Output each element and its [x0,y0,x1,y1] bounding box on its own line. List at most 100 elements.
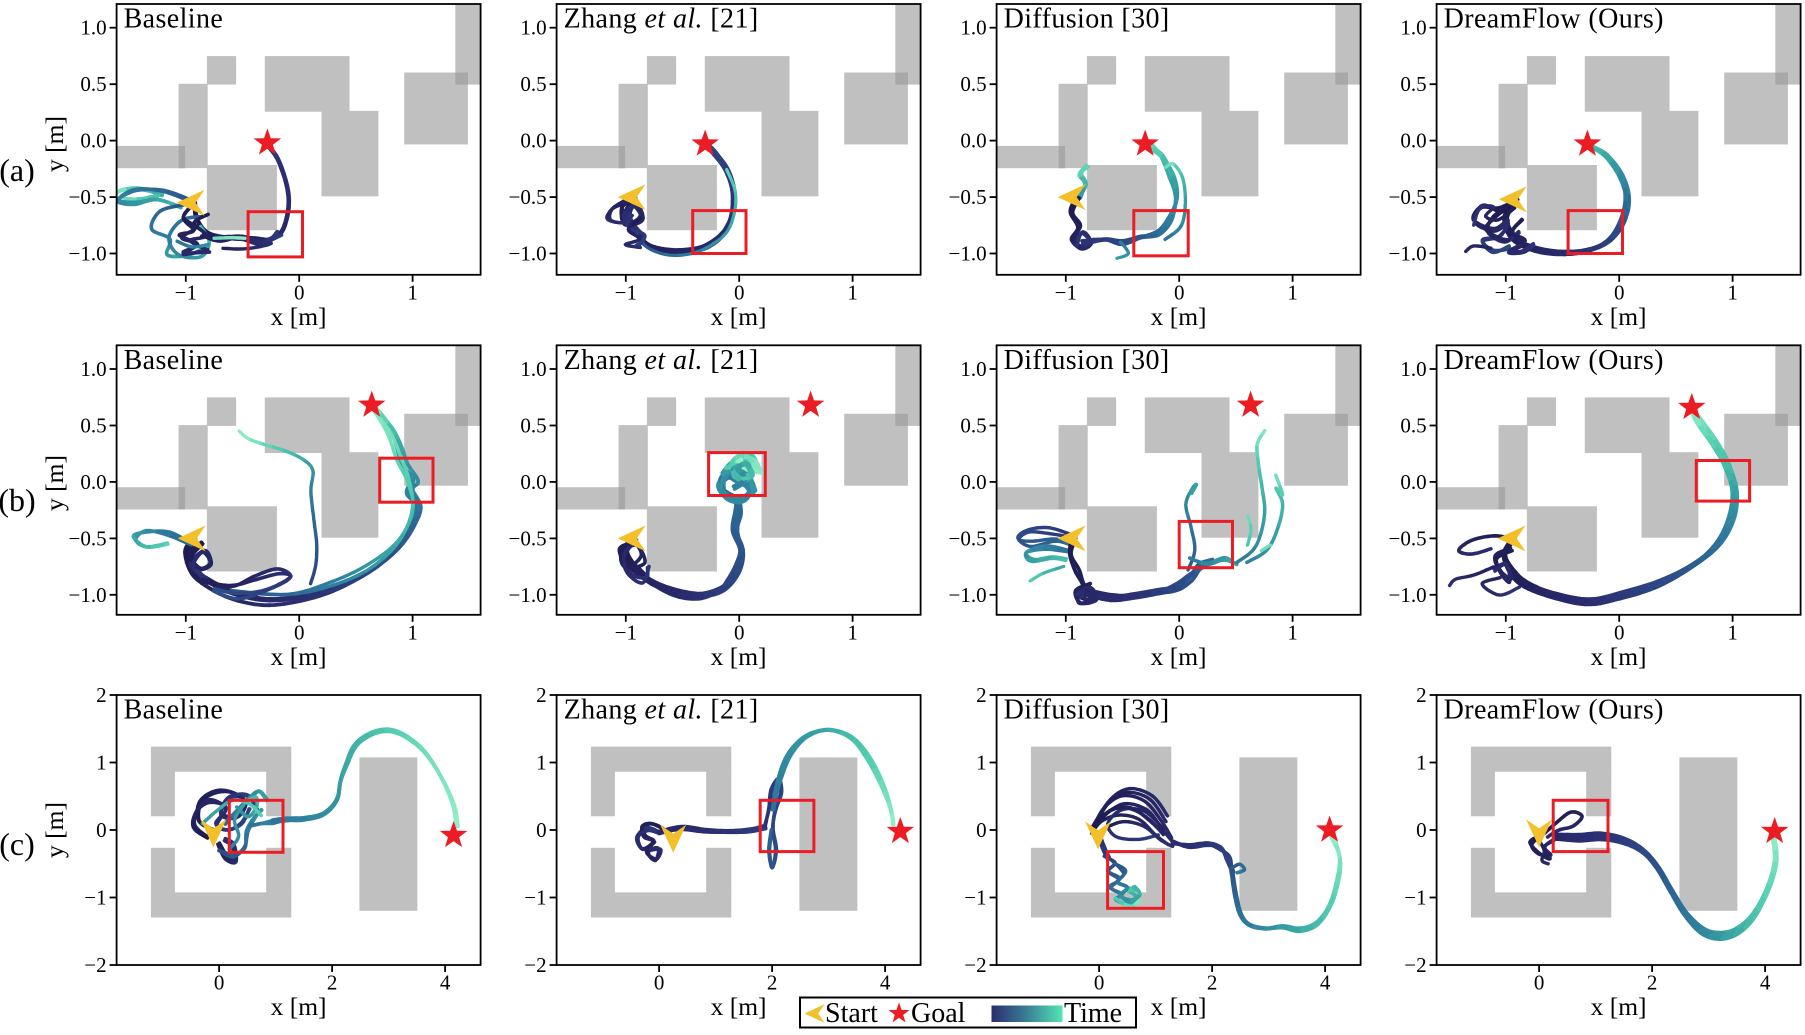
svg-text:2: 2 [767,971,778,995]
svg-text:1: 1 [1727,620,1738,644]
svg-text:0: 0 [1174,620,1185,644]
svg-text:−1.0: −1.0 [1389,583,1427,607]
svg-text:−1.0: −1.0 [69,242,107,266]
svg-text:0: 0 [1094,971,1105,995]
svg-text:−1: −1 [615,620,637,644]
svg-text:−2: −2 [524,953,546,977]
svg-text:Baseline: Baseline [124,4,224,35]
svg-text:−1: −1 [1055,620,1077,644]
svg-text:2: 2 [96,683,107,707]
svg-text:1.0: 1.0 [520,16,546,40]
svg-text:0.5: 0.5 [520,72,546,96]
svg-text:2: 2 [976,683,987,707]
svg-text:1: 1 [847,280,858,304]
svg-text:0: 0 [976,818,987,842]
svg-text:(c): (c) [0,826,35,862]
svg-text:−0.5: −0.5 [1389,185,1427,209]
svg-text:0.5: 0.5 [960,414,986,438]
svg-text:0: 0 [654,971,665,995]
svg-text:x [m]: x [m] [1591,642,1647,671]
svg-text:4: 4 [1760,971,1771,995]
svg-text:1: 1 [847,620,858,644]
svg-text:−1.0: −1.0 [509,242,547,266]
svg-text:−2: −2 [84,953,106,977]
svg-text:1: 1 [1287,280,1298,304]
svg-text:−0.5: −0.5 [69,526,107,550]
svg-text:1.0: 1.0 [1400,357,1426,381]
svg-text:1: 1 [536,751,547,775]
svg-text:1: 1 [976,751,987,775]
svg-text:−1.0: −1.0 [949,583,987,607]
svg-text:0.5: 0.5 [80,72,106,96]
svg-text:2: 2 [536,683,547,707]
svg-text:−1: −1 [524,886,546,910]
svg-text:−1.0: −1.0 [1389,242,1427,266]
svg-text:0: 0 [734,280,745,304]
svg-text:2: 2 [327,971,338,995]
svg-text:1.0: 1.0 [520,357,546,381]
svg-text:x [m]: x [m] [711,302,767,331]
svg-text:1.0: 1.0 [80,16,106,40]
svg-text:1.0: 1.0 [960,357,986,381]
svg-text:−0.5: −0.5 [949,185,987,209]
svg-text:1: 1 [407,280,418,304]
svg-text:Baseline: Baseline [124,345,224,376]
svg-text:1: 1 [407,620,418,644]
svg-text:0.0: 0.0 [80,129,106,153]
svg-text:x [m]: x [m] [1151,642,1207,671]
svg-text:Zhang et al. [21]: Zhang et al. [21] [564,345,759,376]
svg-text:DreamFlow (Ours): DreamFlow (Ours) [1444,4,1664,35]
svg-text:y [m]: y [m] [40,116,69,172]
svg-text:1: 1 [1727,280,1738,304]
svg-text:Zhang et al. [21]: Zhang et al. [21] [564,4,759,35]
svg-text:0.5: 0.5 [960,72,986,96]
svg-text:0.0: 0.0 [520,129,546,153]
svg-text:0: 0 [96,818,107,842]
svg-text:Diffusion [30]: Diffusion [30] [1004,695,1170,726]
svg-text:0.5: 0.5 [520,414,546,438]
svg-text:0.0: 0.0 [520,470,546,494]
svg-text:0.5: 0.5 [1400,414,1426,438]
svg-text:(b): (b) [0,482,36,518]
svg-text:4: 4 [440,971,451,995]
svg-text:DreamFlow (Ours): DreamFlow (Ours) [1444,345,1664,376]
svg-text:1: 1 [1416,751,1427,775]
svg-text:0: 0 [1174,280,1185,304]
svg-text:0: 0 [214,971,225,995]
svg-text:Start: Start [825,998,878,1029]
svg-text:x [m]: x [m] [711,642,767,671]
svg-text:Baseline: Baseline [124,695,224,726]
svg-text:−1.0: −1.0 [509,583,547,607]
svg-text:0: 0 [1534,971,1545,995]
svg-text:−1: −1 [1495,620,1517,644]
svg-text:x [m]: x [m] [1591,302,1647,331]
svg-text:−1: −1 [615,280,637,304]
svg-text:1: 1 [1287,620,1298,644]
svg-text:0: 0 [536,818,547,842]
svg-text:−1: −1 [175,280,197,304]
svg-text:−1: −1 [1495,280,1517,304]
svg-text:−1.0: −1.0 [69,583,107,607]
svg-text:0: 0 [1614,620,1625,644]
svg-text:0.0: 0.0 [80,470,106,494]
svg-text:0.5: 0.5 [80,414,106,438]
svg-text:−0.5: −0.5 [1389,526,1427,550]
svg-text:Diffusion [30]: Diffusion [30] [1004,345,1170,376]
svg-text:2: 2 [1207,971,1218,995]
svg-text:−0.5: −0.5 [509,526,547,550]
svg-text:x [m]: x [m] [271,992,327,1021]
svg-text:2: 2 [1647,971,1658,995]
svg-text:0.0: 0.0 [960,129,986,153]
svg-text:4: 4 [1320,971,1331,995]
svg-text:−0.5: −0.5 [69,185,107,209]
svg-text:(a): (a) [0,152,35,188]
svg-text:−1: −1 [1404,886,1426,910]
svg-text:Zhang et al. [21]: Zhang et al. [21] [564,695,759,726]
svg-text:x [m]: x [m] [1151,302,1207,331]
svg-text:1: 1 [96,751,107,775]
svg-text:DreamFlow (Ours): DreamFlow (Ours) [1444,695,1664,726]
svg-text:1.0: 1.0 [1400,16,1426,40]
svg-text:0.0: 0.0 [1400,470,1426,494]
svg-text:0: 0 [734,620,745,644]
svg-text:4: 4 [880,971,891,995]
